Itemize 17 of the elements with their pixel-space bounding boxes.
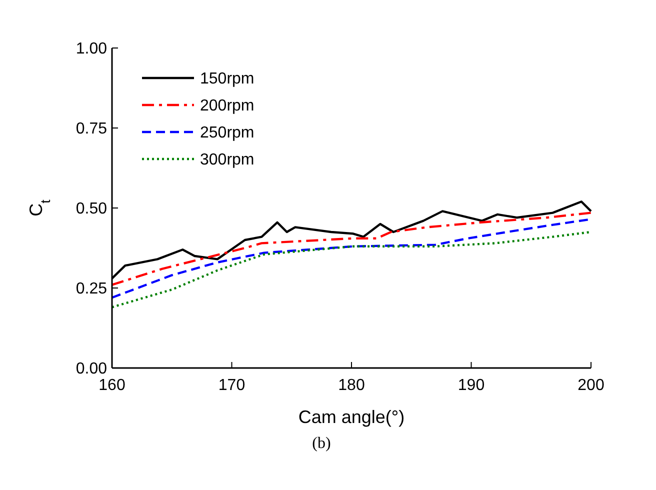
y-tick-label: 0.75 — [76, 120, 108, 138]
legend-label: 150rpm — [200, 70, 254, 88]
y-tick-label: 0.00 — [76, 360, 108, 378]
x-tick-label: 170 — [218, 377, 246, 394]
x-tick-label: 160 — [98, 377, 126, 394]
text: (b) — [312, 435, 331, 452]
y-tick-label: 1.00 — [76, 40, 108, 58]
x-tick-label: 200 — [578, 377, 604, 394]
y-tick-label: 0.25 — [76, 280, 108, 298]
legend-label: 200rpm — [200, 98, 254, 115]
x-axis-title: Cam angle(°) — [298, 407, 405, 427]
x-tick-label: 180 — [338, 377, 365, 394]
line-series — [110, 212, 592, 286]
y-tick-label: 0.50 — [76, 200, 108, 218]
x-tick-label: 190 — [458, 377, 485, 394]
legend-label: 300rpm — [200, 152, 254, 169]
legend-label: 250rpm — [200, 124, 254, 142]
